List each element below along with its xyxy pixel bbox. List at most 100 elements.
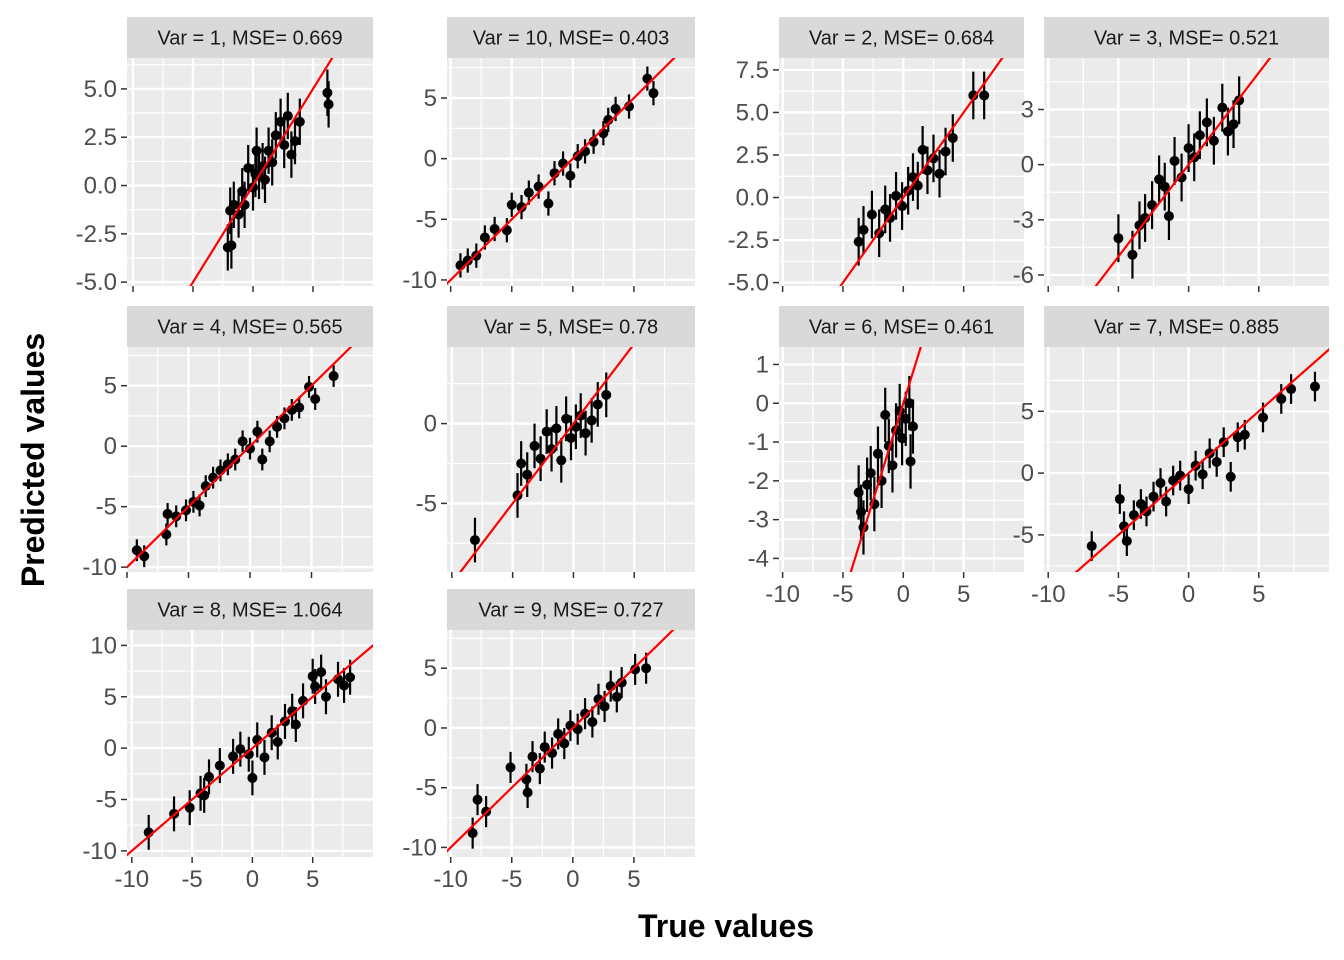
data-point (866, 209, 877, 220)
data-point (546, 444, 557, 455)
x-tick-label: 5 (957, 581, 970, 608)
data-point (541, 426, 552, 437)
data-point (553, 728, 564, 739)
y-tick-label: 3 (1021, 96, 1034, 123)
facet-strip (1044, 17, 1329, 58)
data-point (872, 448, 883, 459)
data-point (1134, 220, 1145, 231)
data-point (580, 708, 591, 719)
y-tick-label: 5.0 (736, 99, 769, 126)
x-tick-label: 0 (1182, 581, 1195, 608)
data-point (199, 790, 210, 801)
data-point (968, 90, 979, 101)
y-tick-label: 2.5 (736, 142, 769, 169)
data-point (853, 487, 864, 498)
data-point (294, 116, 305, 127)
data-point (228, 751, 239, 762)
data-point (162, 508, 173, 519)
facet-panel-4: Var = 3, MSE= 0.521 -6 -3 0 3 (1013, 17, 1329, 292)
data-point (259, 752, 270, 763)
y-tick-label: 5 (424, 85, 437, 112)
x-tick-label: -5 (832, 581, 853, 608)
data-area (1074, 348, 1329, 572)
identity-line (1094, 58, 1272, 286)
data-point (322, 87, 333, 98)
facet-strip (779, 17, 1024, 58)
y-tick-label: 5 (104, 373, 117, 400)
data-point (865, 468, 876, 479)
facet-strip-label: Var = 2, MSE= 0.684 (809, 28, 994, 50)
data-point (1276, 393, 1287, 404)
data-point (260, 174, 270, 185)
x-tick-label: -10 (1031, 581, 1066, 608)
facet-strip-label: Var = 5, MSE= 0.78 (484, 317, 658, 339)
identity-line (447, 58, 676, 286)
identity-line (127, 643, 373, 857)
y-tick-label: -5 (1013, 522, 1034, 549)
data-area (127, 643, 373, 857)
data-point (275, 116, 286, 127)
data-point (243, 749, 254, 760)
data-point (1258, 412, 1269, 423)
data-area (839, 58, 1004, 286)
facet-strip-label: Var = 8, MSE= 1.064 (157, 600, 342, 622)
facet-strip (1044, 306, 1329, 347)
data-point (1163, 211, 1174, 222)
identity-line (127, 347, 353, 569)
identity-line (849, 347, 922, 572)
x-tick-label: 5 (1252, 581, 1265, 608)
facet-strip (779, 306, 1024, 347)
data-point (1194, 130, 1205, 141)
data-point (1140, 212, 1151, 223)
facet-strip-label: Var = 1, MSE= 0.669 (157, 28, 342, 50)
data-point (489, 224, 500, 234)
data-point (940, 146, 951, 157)
data-point (556, 455, 567, 466)
data-point (257, 454, 268, 465)
y-tick-label: -10 (402, 834, 437, 861)
x-tick-label: 5 (306, 866, 319, 893)
y-tick-label: -10 (82, 554, 117, 581)
data-point (907, 421, 918, 432)
data-area (447, 630, 675, 853)
facet-strip-label: Var = 10, MSE= 0.403 (473, 28, 669, 50)
y-tick-label: -5.0 (728, 270, 769, 297)
y-tick-label: -5 (96, 786, 117, 813)
data-point (214, 760, 225, 771)
data-point (535, 453, 546, 464)
data-point (1228, 119, 1239, 130)
data-point (272, 736, 283, 747)
data-area (1094, 58, 1272, 286)
data-point (264, 436, 275, 447)
y-tick-label: 0 (756, 390, 769, 417)
data-point (947, 132, 958, 143)
y-tick-label: 5 (1021, 398, 1034, 425)
data-point (237, 436, 248, 447)
data-point (601, 389, 612, 400)
facet-panel-9: Var = 8, MSE= 1.064 -10 -5 0 5 10 -10 -5 0 5 (82, 589, 373, 893)
data-point (272, 421, 283, 432)
data-point (856, 506, 867, 517)
y-tick-label: -5 (96, 494, 117, 521)
data-point (543, 198, 554, 209)
y-tick-label: -5 (416, 490, 437, 517)
data-point (1127, 249, 1138, 260)
data-point (539, 742, 550, 753)
x-tick-label: -5 (1108, 581, 1129, 608)
data-point (235, 744, 246, 755)
data-point (599, 701, 610, 712)
data-point (891, 190, 902, 201)
facet-strip (127, 17, 373, 58)
facet-panel-7: Var = 6, MSE= 0.461-4-3-2-101-10 -5 0 5 (748, 306, 1024, 608)
data-point (586, 415, 597, 426)
data-point (1309, 381, 1320, 392)
identity-line (458, 347, 634, 572)
y-tick-label: 0 (424, 146, 437, 173)
data-point (467, 828, 478, 839)
y-tick-label: -5 (416, 775, 437, 802)
data-point (529, 440, 540, 451)
y-tick-label: 10 (90, 632, 117, 659)
y-tick-label: 1 (756, 351, 769, 378)
data-point (263, 145, 274, 156)
data-point (1239, 429, 1250, 440)
